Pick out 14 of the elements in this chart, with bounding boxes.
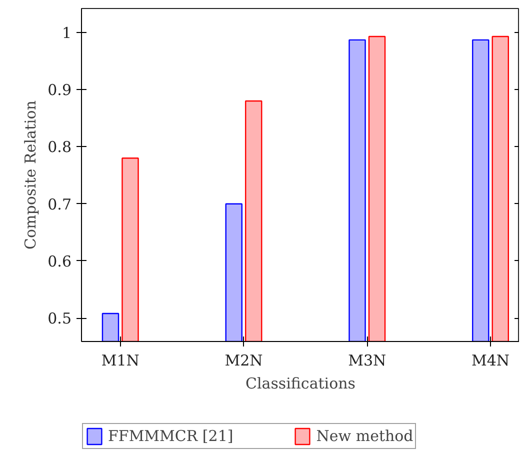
- y-tick-label: 0.6: [48, 252, 72, 270]
- y-axis-title: Composite Relation: [22, 100, 40, 250]
- legend-label: FFMMMCR [21]: [108, 427, 234, 445]
- x-tick-label: M4N: [471, 352, 510, 370]
- x-tick-label: M3N: [348, 352, 386, 370]
- y-tick-label: 0.9: [48, 81, 72, 100]
- x-tick-label: M1N: [101, 352, 140, 370]
- y-tick-label: 0.7: [48, 195, 72, 214]
- y-tick-label: 0.5: [48, 310, 72, 328]
- x-axis-title: Classifications: [246, 374, 356, 392]
- x-tick-label: M2N: [224, 352, 263, 370]
- y-tick-label: 1: [62, 24, 72, 42]
- y-tick-label: 0.8: [48, 138, 72, 156]
- legend-label: New method: [316, 427, 414, 445]
